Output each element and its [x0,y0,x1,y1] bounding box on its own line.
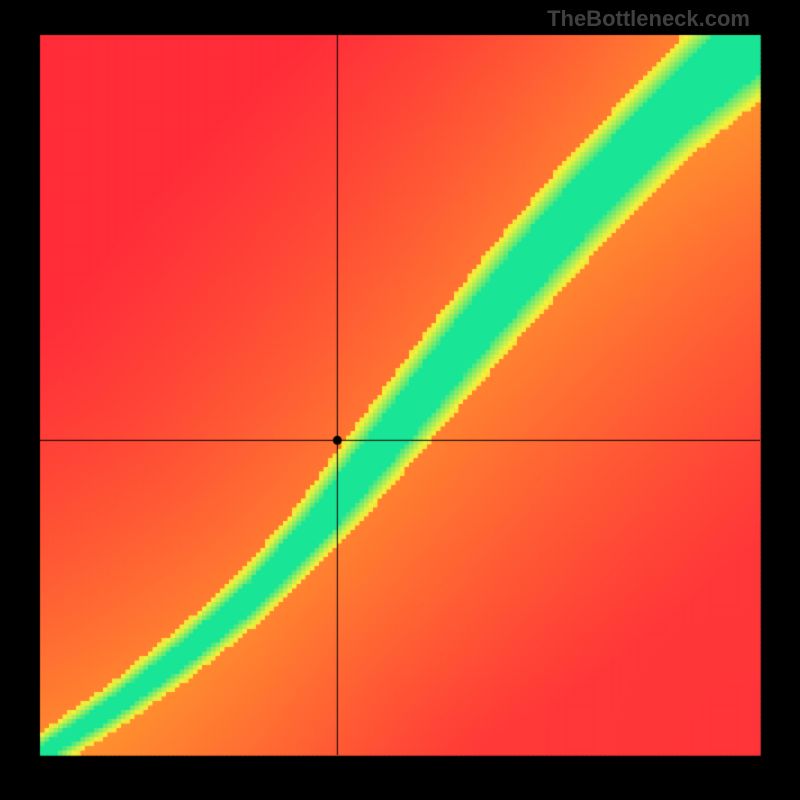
bottleneck-heatmap [0,0,800,800]
chart-container: TheBottleneck.com [0,0,800,800]
watermark-text: TheBottleneck.com [547,6,750,32]
